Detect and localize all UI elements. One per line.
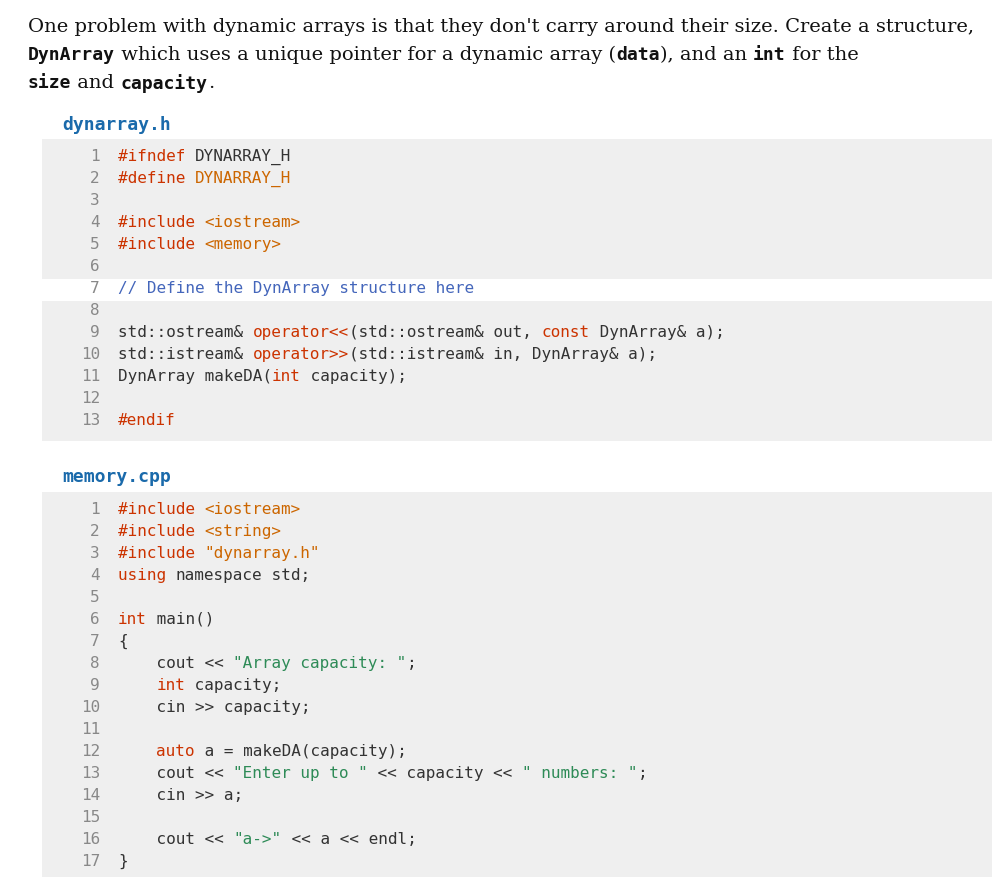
Text: 3: 3 [90, 545, 100, 560]
Text: "a->": "a->" [233, 831, 282, 846]
Text: capacity: capacity [121, 74, 207, 93]
Text: and: and [71, 74, 121, 92]
Text: 17: 17 [81, 853, 100, 868]
Text: which uses a unique pointer for a dynamic array (: which uses a unique pointer for a dynami… [115, 46, 616, 64]
Text: #include: #include [118, 237, 204, 252]
Text: 11: 11 [81, 721, 100, 736]
Text: "Enter up to ": "Enter up to " [233, 765, 369, 781]
Text: 16: 16 [81, 831, 100, 846]
Text: DynArray makeDA(: DynArray makeDA( [118, 368, 272, 383]
Bar [42, 139, 992, 441]
Text: .: . [207, 74, 214, 92]
Text: cout <<: cout << [118, 765, 233, 781]
Text: 6: 6 [90, 611, 100, 626]
Text: #include: #include [118, 545, 204, 560]
Text: 1: 1 [90, 502, 100, 517]
Text: #include: #include [118, 524, 204, 538]
Text: a = makeDA(capacity);: a = makeDA(capacity); [195, 743, 407, 758]
Text: 7: 7 [90, 633, 100, 648]
Text: int: int [156, 677, 185, 692]
Text: #include: #include [118, 215, 204, 230]
Text: 8: 8 [90, 655, 100, 670]
Text: 5: 5 [90, 589, 100, 604]
Text: DYNARRAY_H: DYNARRAY_H [195, 149, 292, 165]
Text: #include: #include [118, 502, 204, 517]
Text: "Array capacity: ": "Array capacity: " [233, 655, 407, 670]
Text: ;: ; [637, 765, 647, 781]
Text: 10: 10 [81, 699, 100, 714]
Text: int: int [753, 46, 786, 64]
Text: 7: 7 [90, 281, 100, 296]
Text: 3: 3 [90, 193, 100, 208]
Bar [42, 493, 992, 877]
Text: operator<<: operator<< [253, 324, 349, 339]
Text: DynArray& a);: DynArray& a); [589, 324, 724, 339]
Text: // Define the DynArray structure here: // Define the DynArray structure here [118, 281, 474, 296]
Text: 8: 8 [90, 303, 100, 317]
Text: 1: 1 [90, 149, 100, 164]
Text: ), and an: ), and an [659, 46, 753, 64]
Text: int: int [118, 611, 147, 626]
Text: 11: 11 [81, 368, 100, 383]
Text: One problem with dynamic arrays is that they don't carry around their size. Crea: One problem with dynamic arrays is that … [28, 18, 974, 36]
Text: std::ostream&: std::ostream& [118, 324, 253, 339]
Text: <string>: <string> [204, 524, 282, 538]
Text: 15: 15 [81, 809, 100, 824]
Text: 2: 2 [90, 171, 100, 186]
Text: << capacity <<: << capacity << [369, 765, 522, 781]
Text: operator>>: operator>> [253, 346, 349, 361]
Text: " numbers: ": " numbers: " [522, 765, 637, 781]
Text: (std::istream& in, DynArray& a);: (std::istream& in, DynArray& a); [349, 346, 657, 361]
Text: 14: 14 [81, 787, 100, 802]
Text: #define: #define [118, 171, 195, 186]
Text: std::istream&: std::istream& [118, 346, 253, 361]
Text: DynArray: DynArray [28, 46, 115, 64]
Text: DYNARRAY_H: DYNARRAY_H [195, 171, 292, 187]
Text: 9: 9 [90, 677, 100, 692]
Text: for the: for the [786, 46, 859, 64]
Text: 6: 6 [90, 259, 100, 274]
Text: std;: std; [263, 567, 311, 582]
Text: #endif: #endif [118, 412, 175, 427]
Text: int: int [272, 368, 301, 383]
Bar [42, 280, 992, 302]
Text: capacity);: capacity); [301, 368, 407, 383]
Text: cin >> a;: cin >> a; [118, 787, 243, 802]
Text: 9: 9 [90, 324, 100, 339]
Text: 5: 5 [90, 237, 100, 252]
Text: capacity;: capacity; [185, 677, 282, 692]
Text: << a << endl;: << a << endl; [282, 831, 417, 846]
Text: 10: 10 [81, 346, 100, 361]
Text: dynarray.h: dynarray.h [62, 116, 170, 134]
Text: using: using [118, 567, 175, 582]
Text: const: const [541, 324, 589, 339]
Text: "dynarray.h": "dynarray.h" [204, 545, 320, 560]
Text: 13: 13 [81, 765, 100, 781]
Text: }: } [118, 853, 127, 868]
Text: cout <<: cout << [118, 831, 233, 846]
Text: 13: 13 [81, 412, 100, 427]
Text: 12: 12 [81, 743, 100, 758]
Text: 12: 12 [81, 390, 100, 405]
Text: 4: 4 [90, 215, 100, 230]
Text: size: size [28, 74, 71, 92]
Text: <memory>: <memory> [204, 237, 282, 252]
Text: #ifndef: #ifndef [118, 149, 195, 164]
Text: data: data [616, 46, 659, 64]
Text: 4: 4 [90, 567, 100, 582]
Text: <iostream>: <iostream> [204, 502, 301, 517]
Text: cout <<: cout << [118, 655, 233, 670]
Text: {: { [118, 633, 127, 648]
Text: <iostream>: <iostream> [204, 215, 301, 230]
Text: auto: auto [156, 743, 195, 758]
Text: ;: ; [407, 655, 417, 670]
Text: memory.cpp: memory.cpp [62, 467, 170, 486]
Text: namespace: namespace [175, 567, 263, 582]
Text: (std::ostream& out,: (std::ostream& out, [349, 324, 541, 339]
Text: cin >> capacity;: cin >> capacity; [118, 699, 311, 714]
Text: 2: 2 [90, 524, 100, 538]
Text: main(): main() [147, 611, 214, 626]
